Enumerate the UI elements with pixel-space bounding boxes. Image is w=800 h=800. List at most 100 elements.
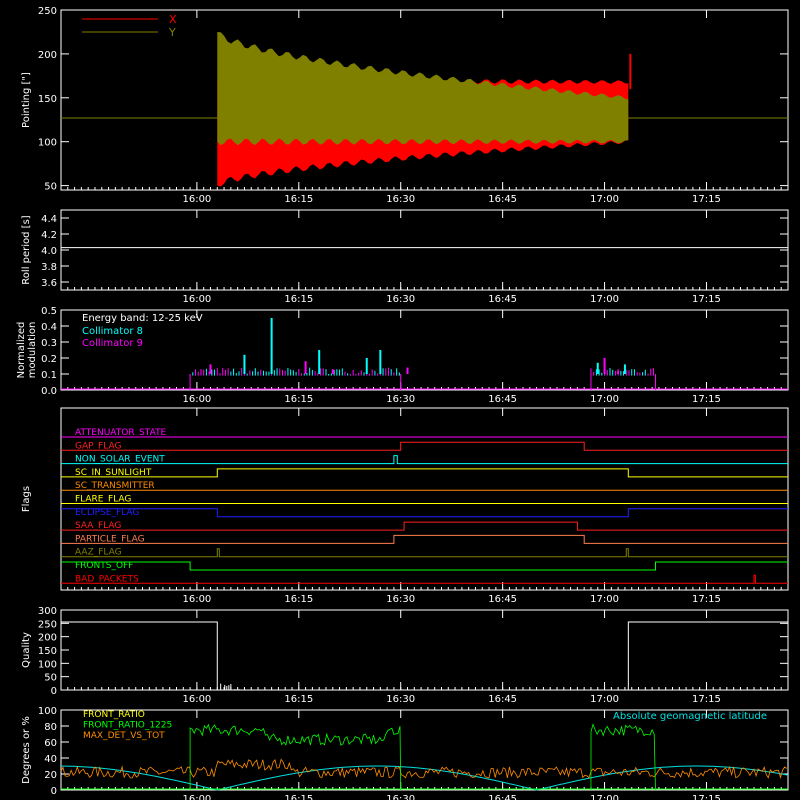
flag-trace-fronts-off [61,561,788,571]
x-tick-label: 16:45 [488,694,517,705]
y-tick-label: 0 [51,786,57,797]
x-tick-label: 16:15 [284,694,313,705]
x-tick-label: 16:00 [182,294,211,305]
front-ratio-1225-trace [189,723,402,791]
x-tick-label: 16:15 [284,794,313,800]
y-tick-label: 3.6 [41,278,57,289]
y-tick-label: 50 [44,182,57,193]
legend-label-x: X [169,13,177,26]
x-tick-label: 16:30 [386,194,415,205]
y-tick-label: 300 [38,606,57,617]
y-tick-label: 0 [51,686,57,697]
x-tick-label: 16:30 [386,694,415,705]
y-axis-label-line: modulation [27,322,38,379]
y-tick-label: 0.5 [41,306,57,317]
y-tick-label: 150 [38,94,57,105]
x-tick-label: 17:00 [590,394,619,405]
x-tick-label: 16:30 [386,794,415,800]
x-tick-label: 17:15 [692,594,721,605]
flag-label: FRONTS_OFF [75,561,133,571]
y-axis-label-line: Normalized [16,322,27,379]
y-tick-label: 100 [38,659,57,670]
x-tick-label: 17:00 [590,794,619,800]
flag-label: SAA_FLAG [75,521,121,531]
energy-band-label: Energy band: 12-25 keV [82,313,203,324]
geomagnetic-latitude-curve [60,765,789,791]
flag-trace-bad-packets [61,574,788,584]
x-tick-label: 17:15 [692,194,721,205]
x-tick-label: 17:15 [692,694,721,705]
flag-trace-gap-flag [61,441,788,451]
x-tick-label: 17:15 [692,294,721,305]
x-tick-label: 17:15 [692,794,721,800]
x-tick-label: 16:45 [488,394,517,405]
geomagnetic-latitude-label: Absolute geomagnetic latitude [613,711,767,722]
y-tick-label: 0.0 [41,386,57,397]
x-tick-label: 16:00 [182,394,211,405]
x-tick-label: 16:45 [488,594,517,605]
max-det-vs-tot-trace [60,758,787,779]
flag-trace-saa-flag [61,521,788,531]
y-tick-label: 0.1 [41,370,57,381]
x-tick-label: 16:45 [488,794,517,800]
flag-label: FLARE_FLAG [75,495,131,505]
y-tick-label: 150 [38,646,57,657]
y-axis-label: Quality [21,632,32,668]
flag-label: SC_IN_SUNLIGHT [75,468,152,478]
panel-1-frame [60,9,789,191]
y-axis-label: Flags [21,486,32,512]
x-tick-label: 17:00 [590,294,619,305]
x-tick-label: 16:45 [488,194,517,205]
legend-front-ratio-1225: FRONT_RATIO_1225 [83,721,172,731]
front-ratio-1225-trace [590,723,656,791]
legend-collimator-8: Collimator 8 [82,326,143,337]
y-axis-label: Pointing ["] [21,72,32,128]
flag-label: GAP_FLAG [75,441,121,451]
y-tick-label: 50 [44,673,57,684]
y-tick-label: 250 [38,619,57,630]
legend-label-y: Y [168,26,176,39]
flag-label: AAZ_FLAG [75,548,122,558]
y-tick-label: 40 [44,754,57,765]
flag-label: NON_SOLAR_EVENT [75,455,165,465]
x-tick-label: 17:00 [590,694,619,705]
x-tick-label: 16:30 [386,294,415,305]
x-tick-label: 16:00 [182,594,211,605]
flag-trace-particle-flag [61,534,788,544]
y-tick-label: 200 [38,633,57,644]
y-tick-label: 100 [38,138,57,149]
flag-label: BAD_PACKETS [75,574,139,584]
x-tick-label: 16:00 [182,194,211,205]
x-tick-label: 16:45 [488,294,517,305]
y-tick-label: 4.2 [41,230,57,241]
x-tick-label: 16:00 [182,694,211,705]
flag-trace-eclipse-flag [61,508,788,518]
y-tick-label: 4.0 [41,246,57,257]
x-tick-label: 17:15 [692,394,721,405]
series-y-band [217,32,629,146]
y-tick-label: 100 [38,706,57,717]
legend-collimator-9: Collimator 9 [82,338,143,349]
y-axis-label: Normalizedmodulation [16,322,38,379]
y-tick-label: 80 [44,722,57,733]
panel-4-frame [60,407,789,591]
x-tick-label: 17:00 [590,594,619,605]
flag-trace-aaz-flag [61,548,788,558]
flag-label: SC_TRANSMITTER [75,481,155,491]
x-tick-label: 16:15 [284,394,313,405]
y-tick-label: 250 [38,6,57,17]
x-tick-label: 16:00 [182,794,211,800]
panel-6-frame [60,709,789,791]
panel-3-frame [60,309,789,391]
y-axis-label: Roll period [s] [21,215,32,284]
y-tick-label: 0.3 [41,338,57,349]
y-tick-label: 0.4 [41,322,57,333]
quality-trace [61,621,788,691]
x-tick-label: 16:15 [284,594,313,605]
y-tick-label: 20 [44,770,57,781]
x-tick-label: 17:00 [590,194,619,205]
legend-front-ratio: FRONT_RATIO [83,710,145,720]
flag-label: ECLIPSE_FLAG [75,508,139,518]
x-tick-label: 16:15 [284,194,313,205]
